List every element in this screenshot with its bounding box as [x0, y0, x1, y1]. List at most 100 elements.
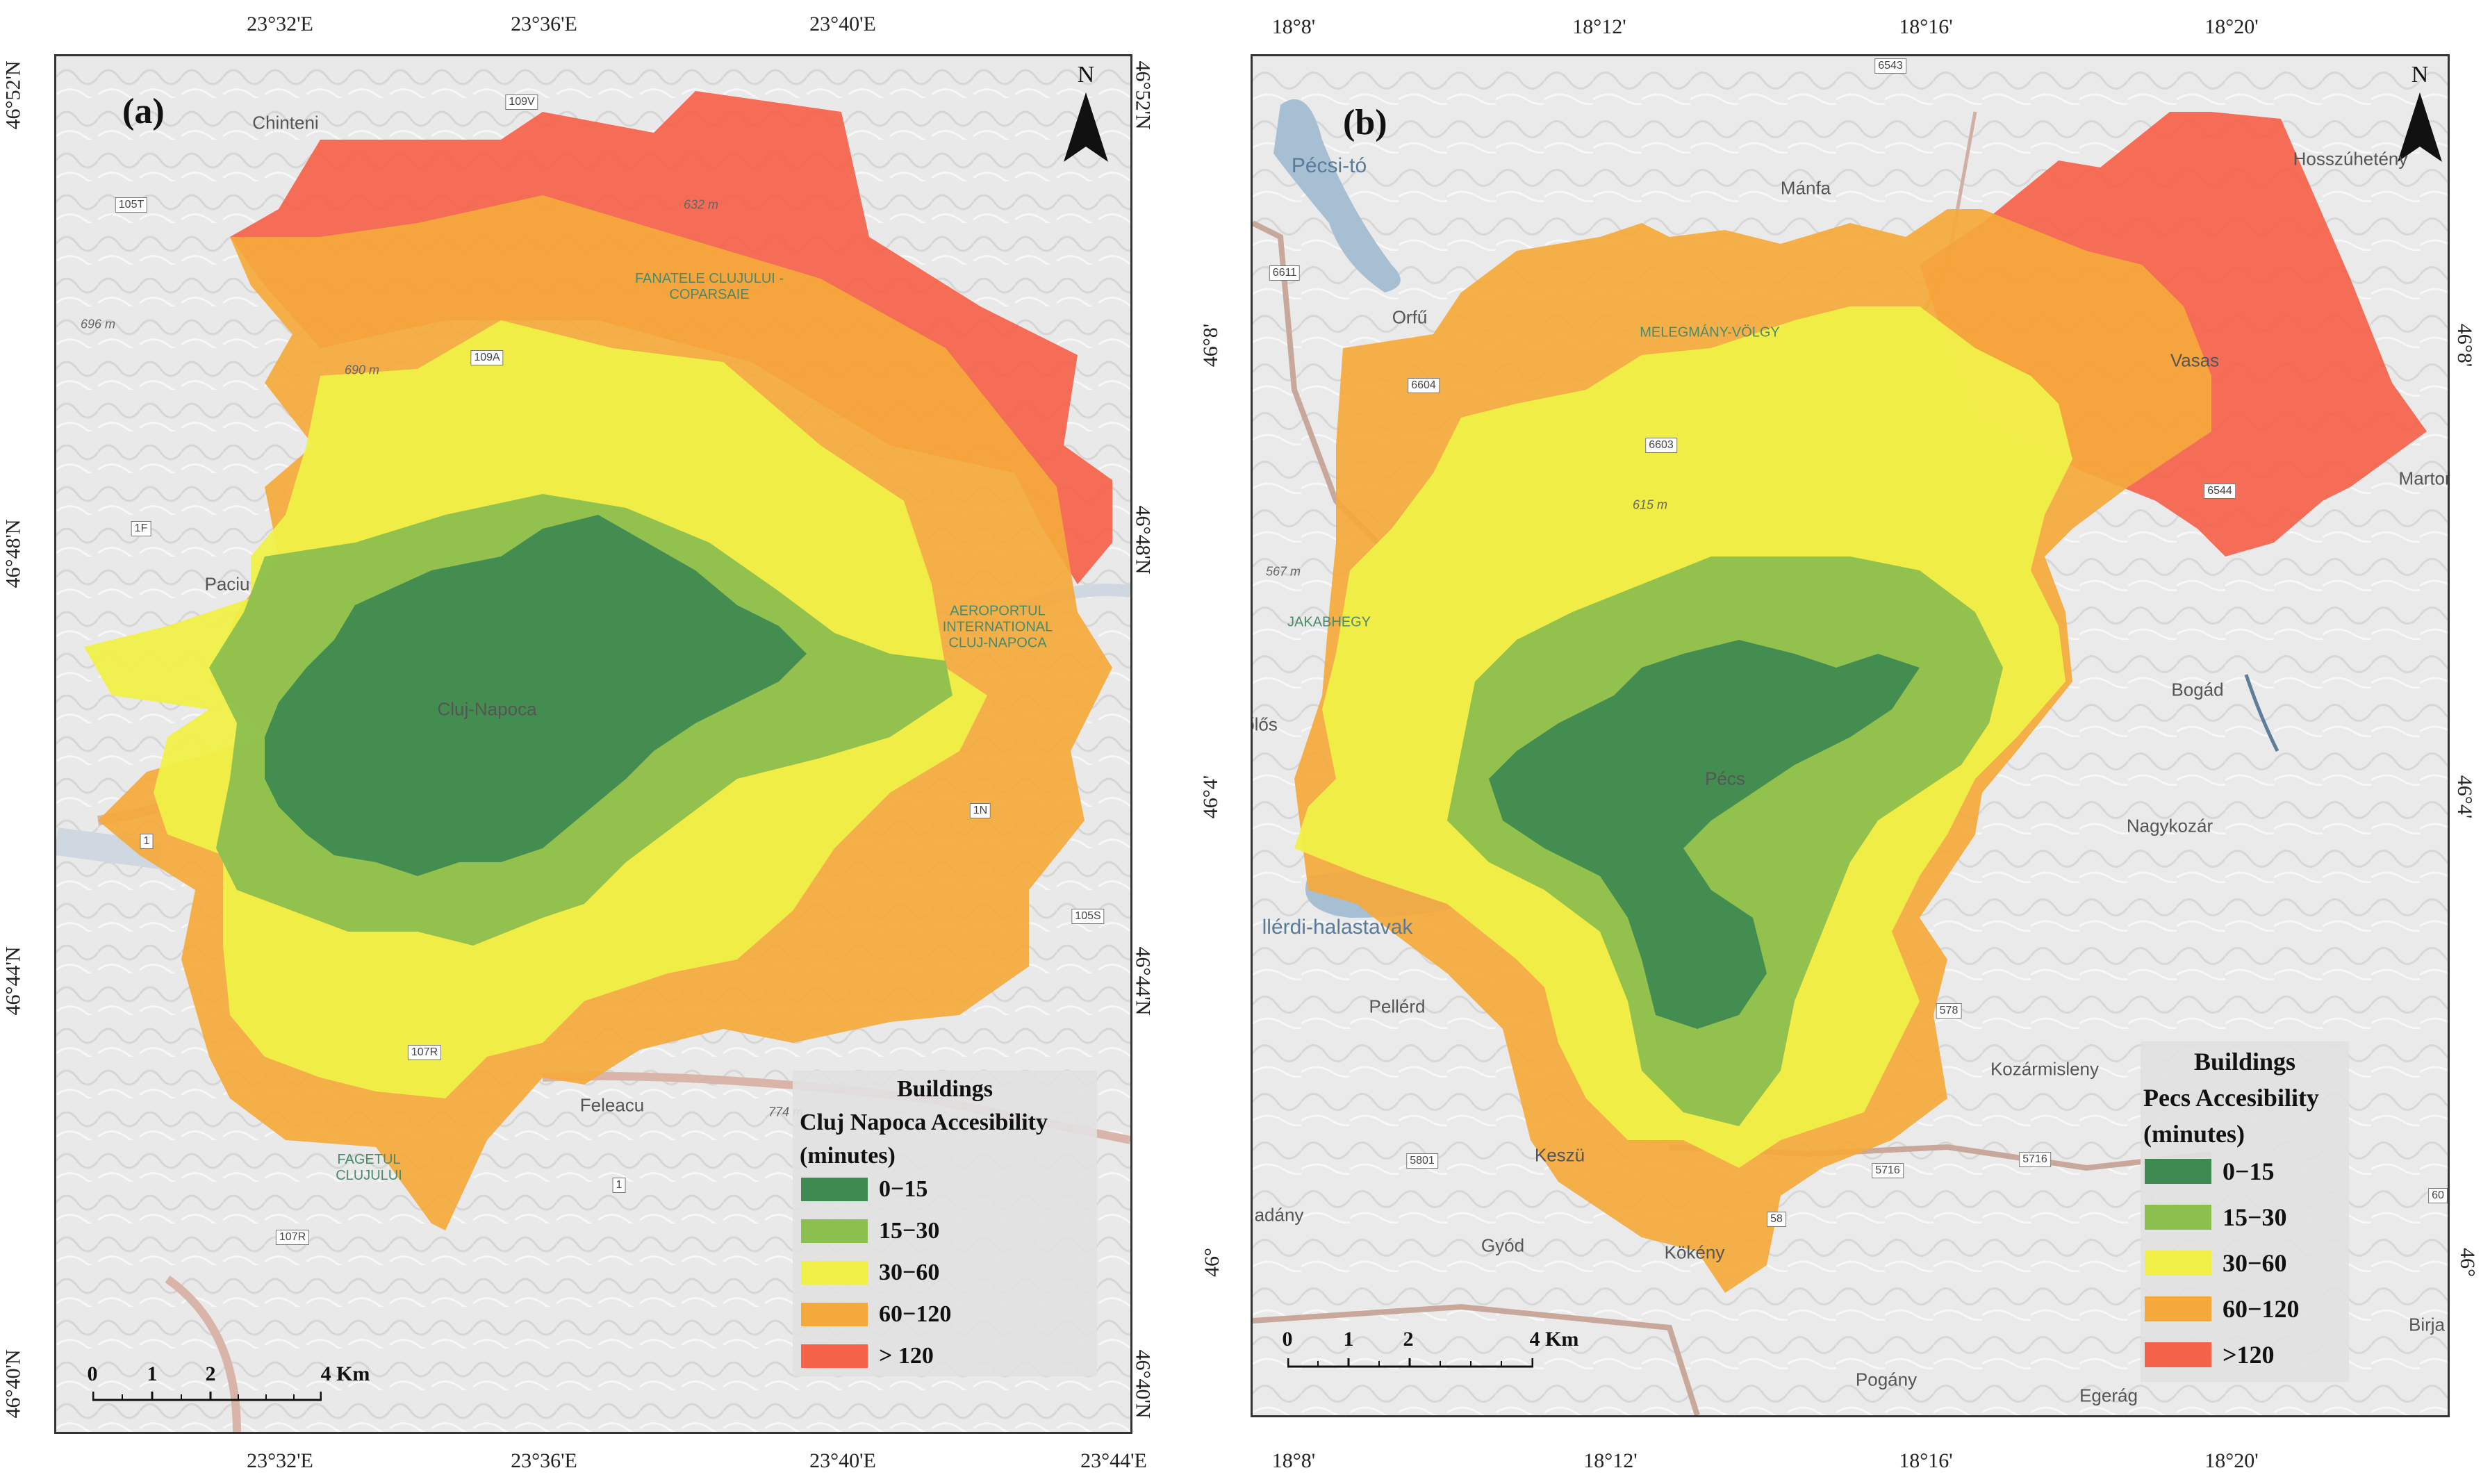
tick-top-b-4: 18°20' [2204, 15, 2259, 38]
shield-b-3: 6604 [1408, 378, 1440, 393]
legend-a: Buildings Cluj Napoca Accesibility (minu… [793, 1071, 1097, 1376]
a-legend-item: > 120 [801, 1343, 1097, 1369]
a-legend-item: 60−120 [801, 1301, 1097, 1328]
shield-b-1: 6543 [1874, 58, 1906, 74]
map-canvas-b [1253, 56, 2448, 1415]
place-b-kokeny: Kökény [1664, 1242, 1725, 1263]
tick-left-a-2: 46°48'N [1, 519, 25, 588]
tick-bottom-a-1: 23°32'E [247, 1449, 313, 1472]
zone-b-0-15 [1489, 640, 1920, 1029]
tick-left-a-3: 46°44'N [1, 946, 25, 1016]
map-frame-b: (b) N Pécsi-tó Mánfa Hosszúhetény Orfű M… [1251, 54, 2450, 1417]
place-b-keszu: Keszü [1534, 1144, 1585, 1166]
a-legend-label: 15−30 [879, 1218, 940, 1244]
shield-b-7: 5716 [1872, 1163, 1904, 1178]
place-b-marton: Marton [2398, 468, 2450, 489]
place-b-pecsi-to: Pécsi-tó [1291, 154, 1367, 177]
place-a-feleacu: Feleacu [579, 1094, 645, 1116]
scale-b-0: 0 [1282, 1328, 1293, 1351]
elev-a-3: 690 m [344, 363, 380, 377]
place-b-egerag: Egerág [2079, 1385, 2138, 1406]
scale-a-1: 1 [147, 1362, 158, 1385]
legend-b: Buildings Pecs Accesibility (minutes) 0−… [2141, 1041, 2349, 1382]
b-legend-item: 30−60 [2145, 1248, 2349, 1278]
place-b-manfa: Mánfa [1780, 177, 1831, 199]
shield-a-9: 1N [969, 803, 991, 818]
place-b-adany: adány [1254, 1204, 1304, 1226]
legend-a-title-3: (minutes) [800, 1143, 896, 1169]
scale-b-4km: 4 Km [1529, 1328, 1579, 1351]
b-legend-swatch [2145, 1205, 2211, 1230]
scale-b-1: 1 [1343, 1328, 1354, 1351]
scale-a-bar [92, 1392, 322, 1401]
tick-bottom-a-4: 23°44'E [1080, 1449, 1147, 1472]
legend-a-title-1: Buildings [897, 1076, 993, 1102]
tick-right-b-3: 46° [2456, 1248, 2479, 1277]
tick-top-a-3: 23°40'E [809, 13, 876, 35]
road-b-2 [1253, 1303, 1700, 1415]
b-legend-label: 15−30 [2223, 1203, 2287, 1231]
place-b-pellerdi-halastavak: llérdi-halastavak [1262, 916, 1413, 939]
tick-left-a-1: 46°52'N [1, 60, 25, 130]
shield-b-11: 60 [2428, 1188, 2448, 1203]
scalebar-b: 0 1 2 4 Km [1279, 1328, 1585, 1369]
place-b-pogany: Pogány [1855, 1369, 1918, 1390]
a-legend-swatch [801, 1219, 868, 1243]
tick-bottom-b-4: 18°20' [2204, 1449, 2259, 1472]
a-legend-item: 0−15 [801, 1176, 1097, 1203]
legend-b-items: 0−15 15−30 30−60 60−120 >120 [2145, 1157, 2349, 1369]
legend-a-title-2: Cluj Napoca Accesibility [800, 1110, 1048, 1135]
a-legend-label: 30−60 [879, 1260, 940, 1285]
north-arrow-icon-b [2398, 92, 2442, 162]
tick-right-a-3: 46°44'N [1131, 946, 1155, 1016]
tick-left-a-4: 46°40'N [1, 1349, 25, 1419]
tick-right-b-1: 46°8' [2453, 323, 2477, 368]
place-b-melegmany: MELEGMÁNY-VÖLGY [1640, 324, 1780, 340]
tick-top-b-2: 18°12' [1572, 15, 1626, 38]
a-legend-label: 0−15 [879, 1176, 928, 1202]
place-b-birja: Birja [2408, 1314, 2446, 1335]
legend-b-title-1: Buildings [2193, 1048, 2296, 1075]
a-legend-swatch [801, 1178, 868, 1201]
place-b-olos: őlős [1253, 714, 1278, 735]
place-b-hosszuheteny: Hosszúhetény [2293, 148, 2408, 170]
tick-top-a-1: 23°32'E [247, 13, 313, 35]
b-legend-label: >120 [2223, 1341, 2275, 1369]
b-legend-label: 30−60 [2223, 1249, 2287, 1277]
tick-bottom-a-2: 23°36'E [511, 1449, 577, 1472]
map-canvas-a [56, 56, 1130, 1432]
place-b-orfu: Orfű [1392, 306, 1428, 328]
tick-right-a-1: 46°52'N [1131, 60, 1155, 130]
tick-left-b-3: 46° [1201, 1248, 1223, 1277]
shield-a-6: 107R [407, 1045, 442, 1060]
legend-b-title-3: (minutes) [2143, 1120, 2245, 1148]
a-legend-swatch [801, 1303, 868, 1326]
place-b-pellerd: Pellérd [1369, 996, 1426, 1017]
scalebar-a: 0 1 2 4 Km [84, 1362, 370, 1404]
a-legend-item: 15−30 [801, 1218, 1097, 1244]
lake-pecsi-to [1273, 99, 1401, 292]
b-legend-label: 60−120 [2223, 1295, 2300, 1323]
stream-bogad [2244, 674, 2279, 752]
place-b-gyod: Gyód [1481, 1235, 1525, 1256]
place-a-cluj-napoca: Cluj-Napoca [437, 698, 537, 720]
shield-b-6: 5801 [1406, 1153, 1438, 1169]
b-legend-item: 0−15 [2145, 1157, 2349, 1186]
place-b-nagykozar: Nagykozár [2126, 815, 2213, 836]
place-a-fagetul: FAGETUL CLUJULUI [336, 1152, 402, 1183]
b-legend-item: 60−120 [2145, 1294, 2349, 1324]
place-b-vasas: Vasas [2170, 349, 2220, 371]
road-a-3 [165, 1276, 241, 1432]
b-legend-item: 15−30 [2145, 1203, 2349, 1232]
place-b-jakabhegy: JAKABHEGY [1287, 614, 1371, 630]
place-a-aeroport: AEROPORTUL INTERNATIONAL CLUJ-NAPOCA [942, 603, 1053, 651]
b-legend-item: >120 [2145, 1340, 2349, 1369]
north-letter-b: N [2411, 62, 2429, 88]
tick-right-b-2: 46°4' [2453, 775, 2477, 819]
shield-a-5: 1 [140, 834, 154, 849]
shield-a-2: 105T [115, 197, 148, 213]
shield-b-8: 5716 [2019, 1152, 2051, 1167]
scale-a-2: 2 [205, 1362, 216, 1385]
elev-a-2: 696 m [80, 317, 116, 331]
scale-b-bar [1287, 1358, 1533, 1368]
